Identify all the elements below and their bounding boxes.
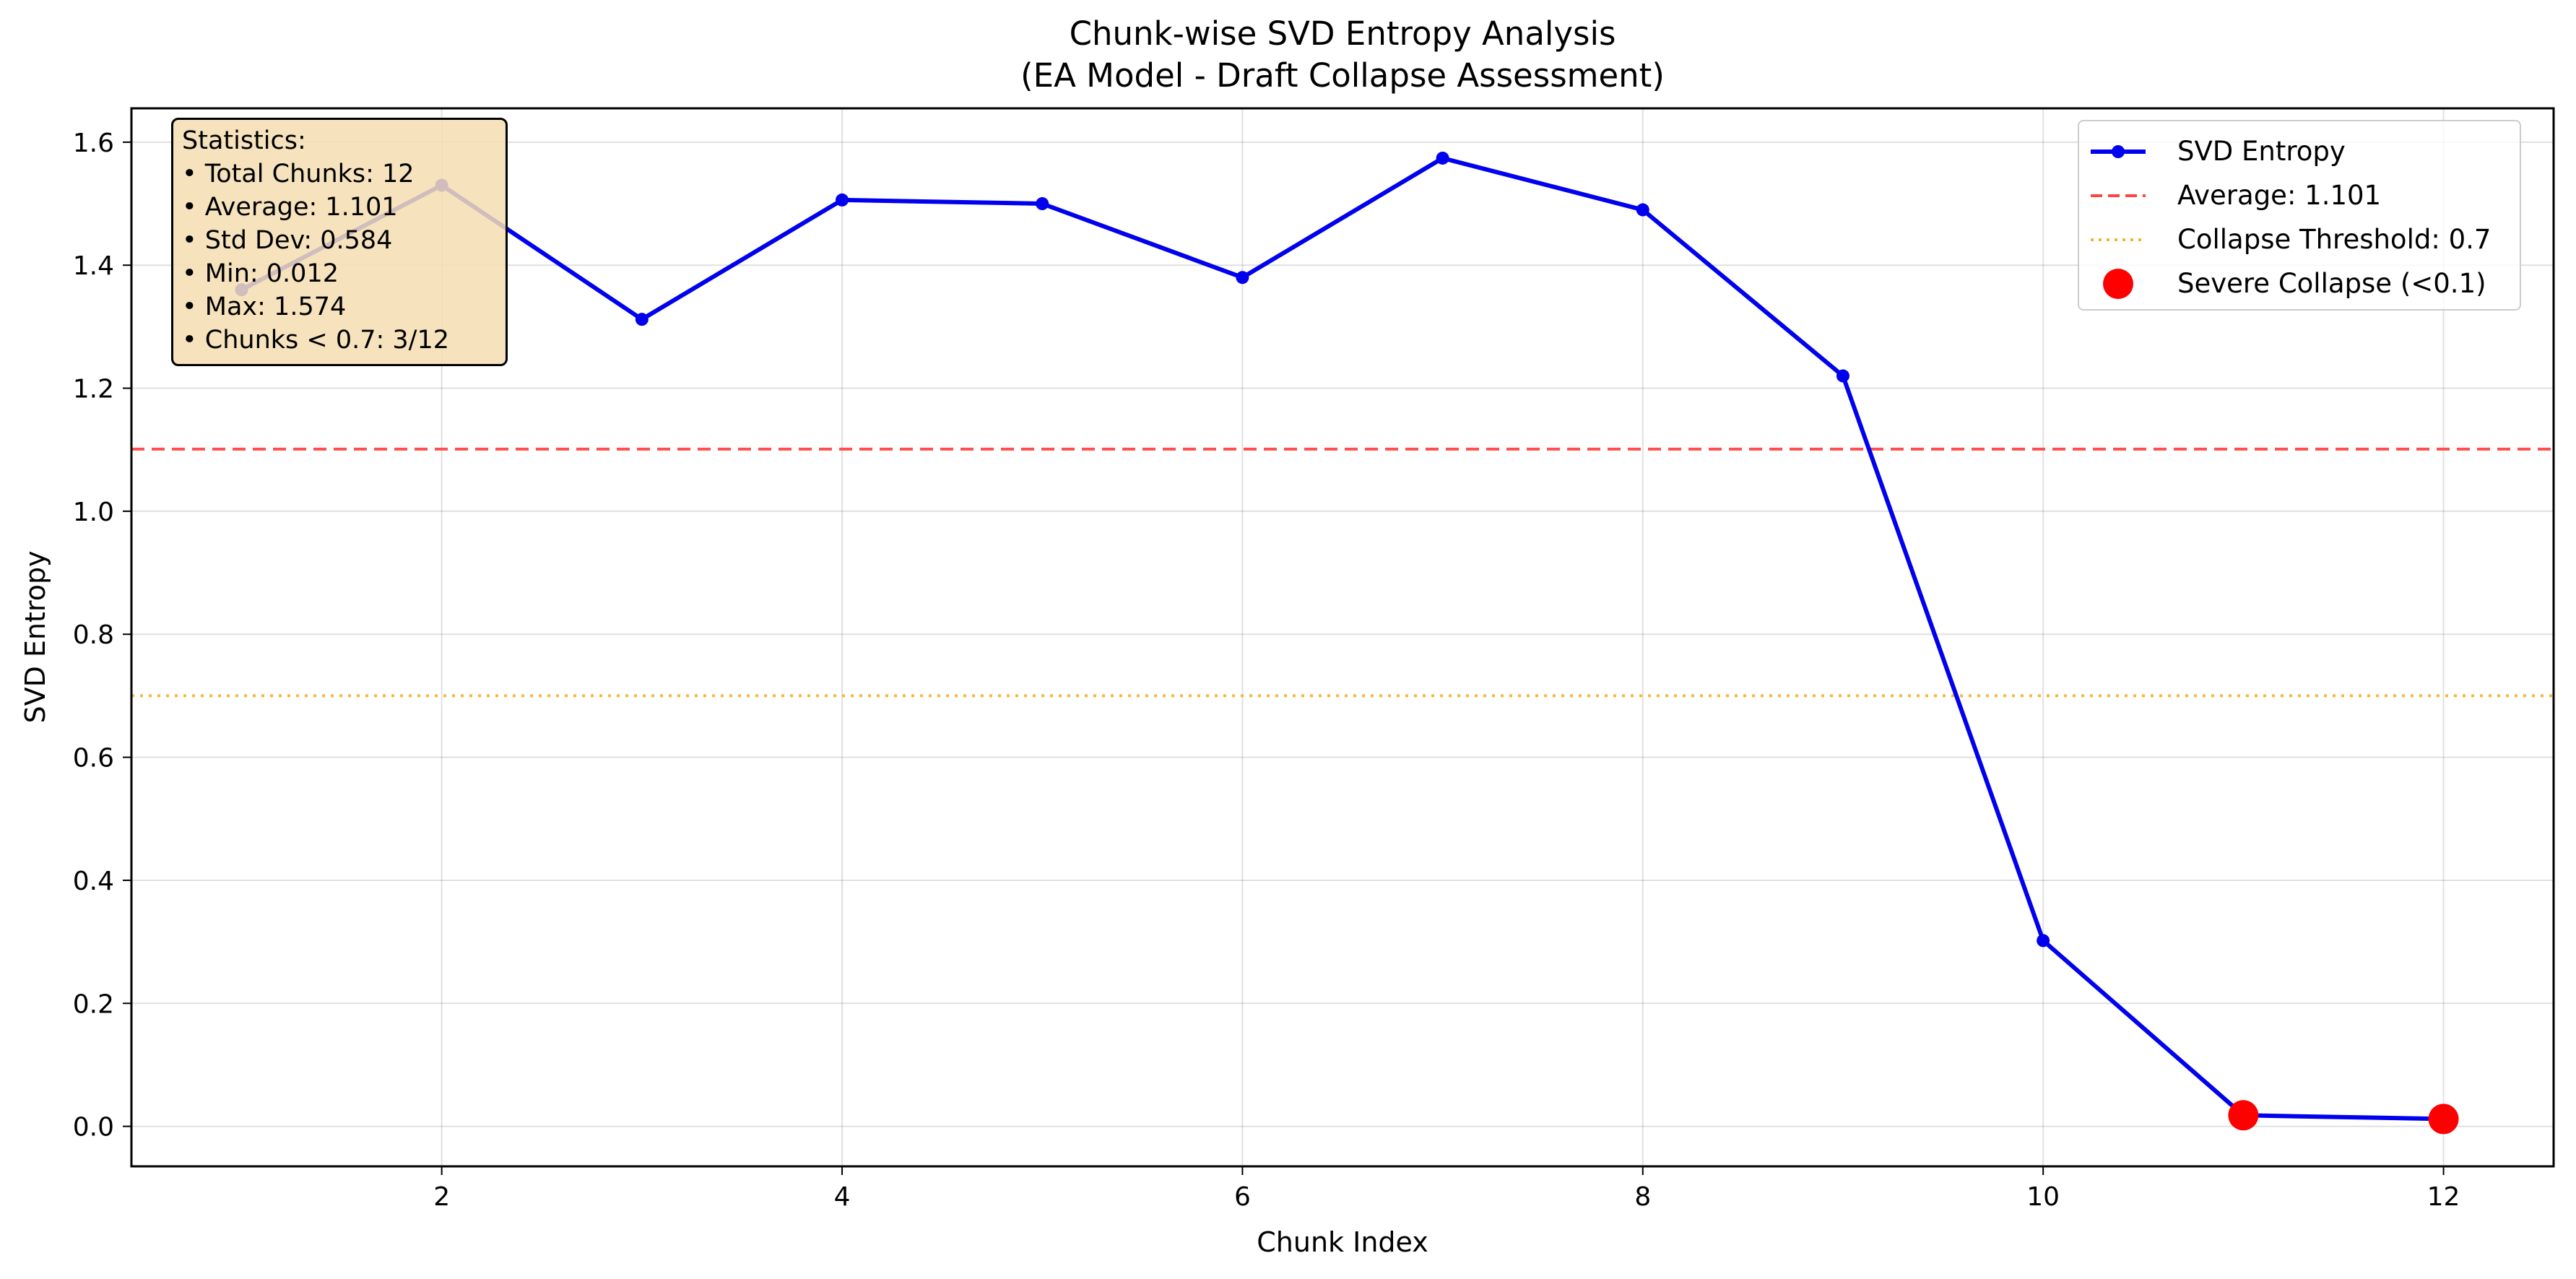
y-tick-label: 0.8 (73, 620, 114, 650)
plot-area-frame (130, 107, 2555, 1168)
stats-average: • Average: 1.101 (182, 193, 398, 222)
chart-subtitle: (EA Model - Draft Collapse Assessment) (1020, 56, 1665, 95)
x-axis: 2 4 6 8 10 12 (433, 1166, 2460, 1212)
stats-min: • Min: 0.012 (182, 259, 339, 288)
y-axis-label: SVD Entropy (19, 550, 51, 723)
y-tick-label: 1.0 (73, 498, 114, 527)
entropy-point (836, 193, 849, 207)
x-tick-label: 12 (2427, 1182, 2460, 1212)
severe-collapse-point (2228, 1100, 2259, 1131)
x-tick-label: 4 (834, 1182, 851, 1212)
legend-key-line-marker (2091, 145, 2146, 158)
entropy-point (1636, 203, 1649, 217)
y-tick-label: 1.2 (73, 375, 114, 404)
legend: SVD Entropy Average: 1.101 Collapse Thre… (2078, 120, 2521, 311)
y-tick-label: 0.0 (73, 1113, 114, 1143)
legend-item-severe-collapse: Severe Collapse (<0.1) (2079, 262, 2520, 305)
legend-label: Collapse Threshold: 0.7 (2177, 224, 2492, 255)
legend-item-collapse-threshold: Collapse Threshold: 0.7 (2079, 218, 2520, 261)
legend-label: Severe Collapse (<0.1) (2177, 268, 2486, 299)
entropy-point (1036, 197, 1049, 211)
legend-key-dashed (2091, 194, 2146, 197)
y-tick-label: 1.4 (73, 251, 114, 281)
entropy-line (240, 155, 2444, 1122)
series-entropy (235, 151, 2459, 1135)
legend-key-dotted (2091, 238, 2146, 241)
severe-collapse-point (2428, 1104, 2459, 1135)
y-tick-label: 0.4 (73, 867, 114, 896)
stats-heading: Statistics: (182, 126, 306, 155)
entropy-point (1836, 369, 1849, 383)
y-tick-label: 0.6 (73, 744, 114, 773)
x-axis-label: Chunk Index (1257, 1226, 1428, 1258)
stats-std-dev: • Std Dev: 0.584 (182, 226, 393, 255)
legend-item-svd-entropy: SVD Entropy (2079, 130, 2520, 173)
chart-title: Chunk-wise SVD Entropy Analysis (1070, 14, 1616, 53)
legend-item-average: Average: 1.101 (2079, 174, 2520, 217)
y-tick-label: 1.6 (73, 129, 114, 158)
x-tick-label: 8 (1634, 1182, 1651, 1212)
legend-label: SVD Entropy (2177, 136, 2346, 167)
y-axis: 0.0 0.2 0.4 0.6 0.8 1.0 1.2 1.4 1.6 (73, 129, 131, 1143)
entropy-point (635, 313, 649, 326)
x-tick-label: 6 (1234, 1182, 1251, 1212)
entropy-point (1436, 151, 1449, 165)
stats-total-chunks: • Total Chunks: 12 (182, 160, 415, 188)
stats-chunks-below: • Chunks < 0.7: 3/12 (182, 326, 450, 355)
entropy-point (1236, 271, 1249, 285)
legend-key-red-dot (2103, 269, 2133, 299)
x-tick-label: 10 (2026, 1182, 2060, 1212)
legend-label: Average: 1.101 (2177, 180, 2382, 211)
grid (131, 108, 2554, 1166)
stats-max: • Max: 1.574 (182, 292, 347, 321)
x-tick-label: 2 (433, 1182, 450, 1212)
entropy-point (2037, 934, 2050, 948)
y-tick-label: 0.2 (73, 989, 114, 1019)
statistics-box: Statistics: • Total Chunks: 12 • Average… (171, 118, 508, 366)
